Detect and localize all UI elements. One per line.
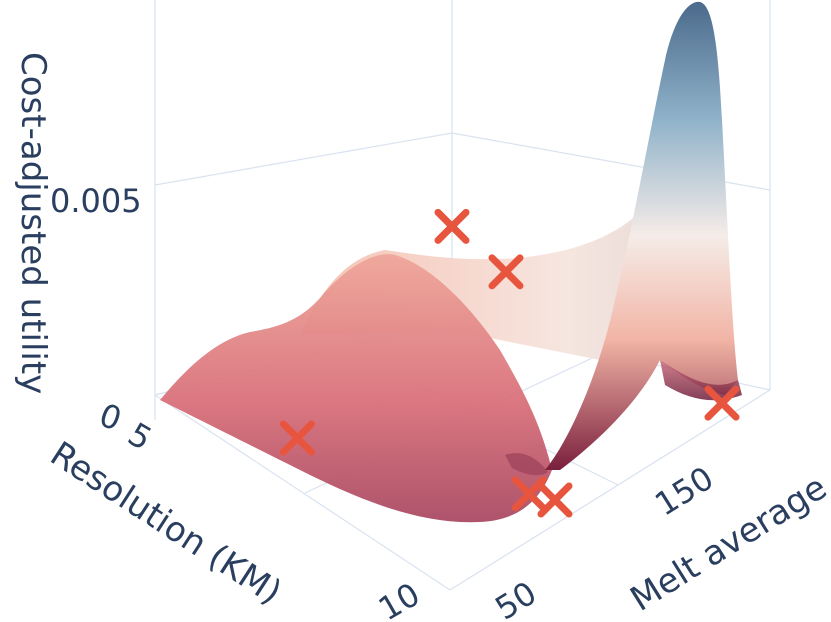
data-marker [279,420,315,456]
x-tick-label-10: 10 [372,575,426,622]
y-tick-label-150: 150 [648,459,720,524]
surface-front-hump [160,254,552,523]
floor-front-left [154,394,451,591]
data-marker [434,208,470,244]
surface-ridge [545,1,738,471]
z-gridline-0005-left [154,132,453,186]
data-marker [488,254,524,290]
surface-front-dip [505,453,548,476]
floor-front-right [449,389,771,591]
surface-ridge-base [660,360,742,401]
y-tick-label-50: 50 [489,574,544,622]
markers [279,208,740,518]
data-marker [704,385,740,421]
data-marker [511,476,547,512]
x-axis-title: Resolution (KM) [43,434,288,613]
z-tick-label-0: 0 [94,396,126,439]
z-axis-title: Cost-adjusted utility [13,52,53,394]
x-tick-label-5: 5 [122,415,159,458]
z-tick-label-0005: 0.005 [50,182,142,220]
